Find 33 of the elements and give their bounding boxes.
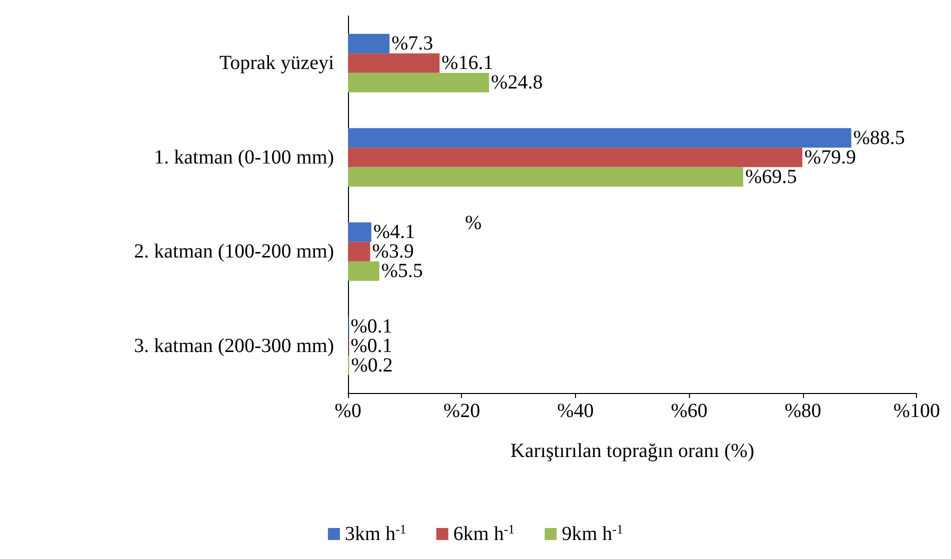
bar [348,242,370,262]
bar [348,222,372,242]
y-tick-label: 1. katman (0-100 mm) [154,146,334,168]
x-tick-label: %100 [893,400,940,422]
bar [348,167,744,187]
x-tick-label: %60 [670,400,708,422]
data-label: %0.1 [350,334,392,357]
bar [348,128,852,148]
data-label: %0.1 [350,315,392,338]
data-label: %7.3 [392,32,434,55]
data-label: %24.8 [491,72,543,94]
y-tick-label: 2. katman (100-200 mm) [134,240,334,263]
data-label: %5.5 [381,260,423,282]
data-label: %4.1 [373,221,415,244]
x-tick-label: %20 [443,400,480,422]
data-label: %3.9 [372,240,414,263]
bar [348,72,490,92]
x-tick-label: %40 [557,400,594,422]
bar [348,53,440,73]
x-tick-label: %80 [784,400,822,422]
y-tick-label: Toprak yüzeyi [219,52,334,74]
data-label: %0.2 [351,354,393,376]
x-tick-label: %0 [334,400,362,422]
data-label: %79.9 [804,146,856,168]
bar [348,34,390,54]
data-label: %88.5 [853,126,905,149]
data-label: %16.1 [442,52,494,74]
x-axis-title: Karıştırılan toprağın oranı (%) [510,440,754,462]
bar [348,261,380,281]
data-label: %69.5 [745,166,797,188]
annotation: % [465,212,482,234]
bar [348,148,802,168]
y-tick-label: 3. katman (200-300 mm) [134,334,334,357]
